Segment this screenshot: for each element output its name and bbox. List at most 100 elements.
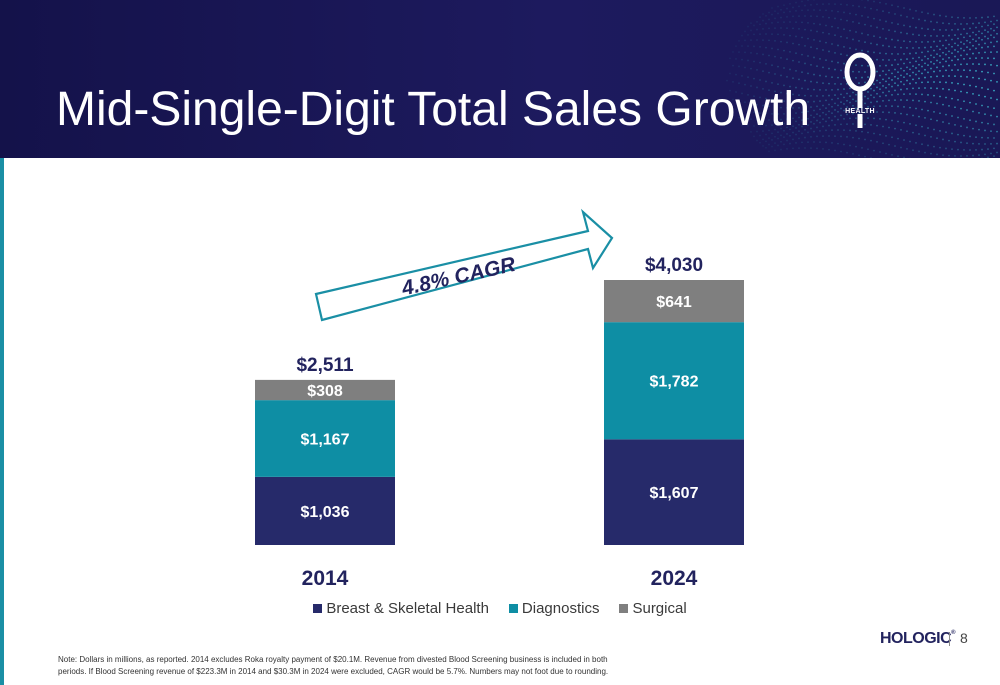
decorative-dot [951,148,953,151]
decorative-dot [963,149,965,151]
decorative-dot [822,104,824,107]
accent-bar [0,158,4,685]
decorative-dot [846,113,848,116]
decorative-dot [978,154,980,156]
decorative-dot [801,9,803,12]
decorative-dot [993,23,995,26]
decorative-dot [819,57,821,60]
decorative-dot [894,99,896,101]
total-label-2024: $4,030 [645,255,703,276]
decorative-dot [744,30,746,33]
decorative-dot [843,77,845,79]
decorative-dot [948,56,950,59]
decorative-dot [738,65,740,68]
decorative-dot [885,94,887,97]
decorative-dot [921,81,923,84]
decorative-dot [834,51,836,54]
decorative-dot [930,61,932,63]
decorative-dot [759,23,761,26]
decorative-dot [831,76,833,79]
decorative-dot [813,109,815,112]
decorative-dot [891,105,893,108]
decorative-dot [870,94,872,97]
decorative-dot [828,67,830,70]
decorative-dot [870,101,872,104]
decorative-dot [876,79,878,82]
decorative-dot [795,52,797,55]
decorative-dot [930,75,932,78]
decorative-dot [936,53,938,56]
decorative-dot [804,28,806,31]
decorative-dot [744,101,746,104]
decorative-dot [903,52,905,55]
decorative-dot [903,106,905,108]
decorative-dot [912,87,914,90]
decorative-dot [963,117,965,120]
decorative-dot [852,98,854,101]
decorative-dot [888,69,890,72]
decorative-dot [915,124,917,127]
decorative-dot [789,112,791,115]
decorative-dot [831,10,833,12]
data-label-breast-2024: $1,607 [650,485,699,502]
decorative-dot [966,91,968,94]
decorative-dot [855,145,857,148]
decorative-dot [948,64,950,67]
decorative-dot [930,67,932,70]
hologic-logo-text: HOLOGIC [880,630,952,647]
decorative-dot [801,132,803,135]
decorative-dot [747,76,749,79]
decorative-dot [981,57,983,59]
stacked-bar-chart: $1,036 $1,167 $308 $2,511 2014 $1,607 $1,782 $6… [255,208,744,590]
decorative-dot [882,78,884,81]
decorative-dot [969,135,971,138]
decorative-dot [972,142,974,145]
decorative-dot [906,113,908,116]
decorative-dot [960,41,962,44]
decorative-dot [834,102,836,105]
decorative-dot [810,106,812,108]
decorative-dot [837,61,839,64]
decorative-dot [963,36,965,39]
decorative-dot [762,39,764,42]
legend-label-breast: Breast & Skeletal Health [326,600,489,617]
decorative-dot [960,54,962,57]
decorative-dot [837,76,839,79]
decorative-dot [765,46,767,49]
decorative-dot [765,14,767,17]
slide-header [0,0,1000,158]
decorative-dot [759,46,761,48]
decorative-dot [927,81,929,83]
decorative-dot [792,125,794,128]
decorative-dot [822,16,824,18]
decorative-dot [771,98,773,101]
decorative-dot [762,130,764,132]
decorative-dot [987,71,989,74]
decorative-dot [864,155,866,158]
decorative-dot [894,13,896,15]
decorative-dot [924,151,926,154]
decorative-dot [891,93,893,96]
decorative-dot [801,141,803,144]
decorative-dot [909,82,911,85]
decorative-dot [780,16,782,19]
decorative-dot [891,79,893,81]
decorative-dot [909,74,911,77]
decorative-dot [873,96,875,99]
decorative-dot [846,123,848,125]
decorative-dot [843,103,845,105]
decorative-dot [990,97,992,99]
decorative-dot [852,136,854,139]
decorative-dot [831,88,833,91]
decorative-dot [789,128,791,131]
decorative-dot [783,4,785,7]
decorative-dot [969,41,971,44]
decorative-dot [762,87,764,90]
decorative-dot [924,134,926,137]
decorative-dot [912,71,914,74]
decorative-dot [828,116,830,119]
decorative-dot [837,129,839,131]
decorative-dot [894,82,896,85]
decorative-dot [744,51,746,54]
decorative-dot [795,101,797,103]
